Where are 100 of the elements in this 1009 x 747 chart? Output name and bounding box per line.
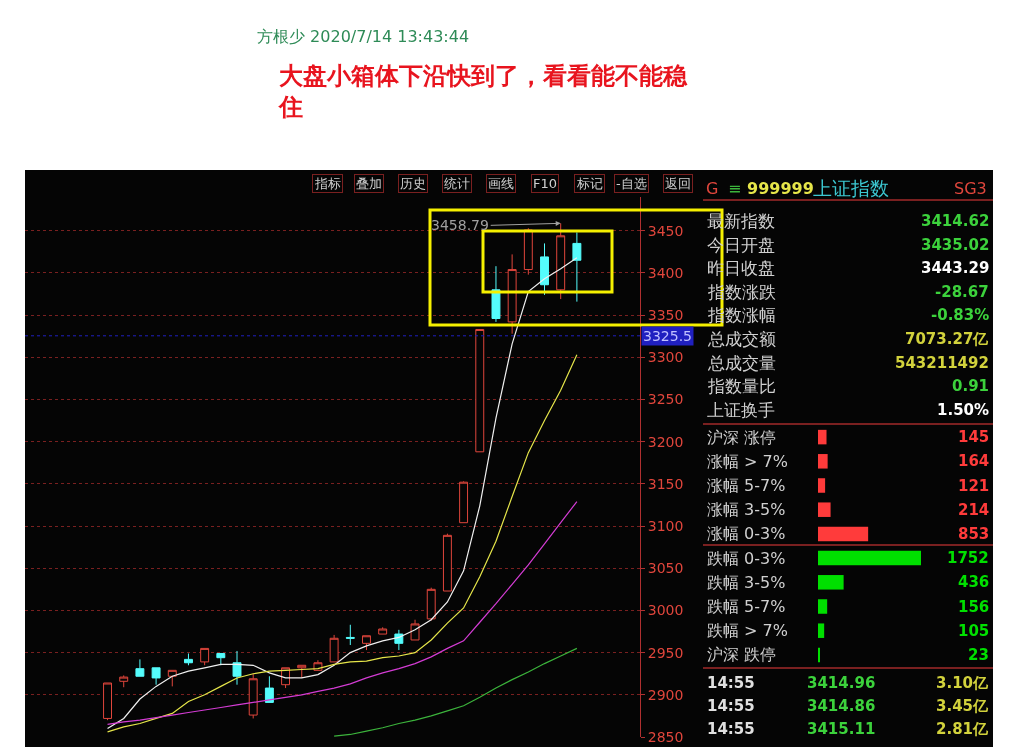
candlestick bbox=[362, 635, 371, 651]
text: 总成交量 bbox=[707, 353, 776, 373]
y-tick-label: 跌幅 0-3% bbox=[707, 549, 786, 568]
text: -自选 bbox=[616, 176, 647, 191]
y-tick-label: 3350 bbox=[647, 307, 684, 324]
bar bbox=[818, 550, 921, 566]
y-tick-label: 跌幅 > 7% bbox=[707, 621, 788, 640]
text: 历史 bbox=[400, 176, 426, 191]
y-tick-label: 3450 bbox=[647, 222, 684, 239]
text: 标记 bbox=[576, 176, 603, 191]
text: 统计 bbox=[444, 176, 470, 191]
text: 0.91 bbox=[952, 377, 990, 395]
candlestick bbox=[184, 652, 193, 666]
line-series bbox=[106, 500, 578, 725]
y-tick-label: 3100 bbox=[647, 517, 684, 534]
text: 999999 bbox=[747, 179, 814, 198]
candlestick bbox=[200, 647, 210, 666]
text: 3.10亿 bbox=[936, 674, 990, 692]
y-tick-label: 跌幅 5-7% bbox=[707, 597, 786, 616]
annotation: 3458.79 bbox=[431, 217, 489, 233]
y-tick-label: 3250 bbox=[647, 391, 684, 408]
data-label: 1752 bbox=[947, 549, 989, 567]
y-tick-label: 3050 bbox=[647, 560, 684, 577]
text: 指数量比 bbox=[707, 376, 776, 396]
y-tick-label: 涨幅 0-3% bbox=[707, 524, 786, 543]
text: 返回 bbox=[665, 176, 691, 191]
data-label: 214 bbox=[958, 501, 990, 519]
text: -0.83% bbox=[931, 306, 990, 324]
chart-subtitle: 方根少 2020/7/14 13:43:44 bbox=[257, 27, 470, 46]
y-tick-label: 3200 bbox=[647, 433, 684, 450]
bar bbox=[818, 623, 825, 638]
text: 14:55 bbox=[707, 674, 755, 692]
text: F10 bbox=[533, 176, 558, 191]
y-tick-label: 沪深 跌停 bbox=[707, 645, 777, 664]
text: ≡ bbox=[728, 179, 742, 198]
data-label: 145 bbox=[958, 428, 990, 446]
line-series bbox=[106, 257, 578, 730]
candlestick bbox=[135, 658, 145, 677]
data-label: 164 bbox=[958, 452, 990, 470]
annotation: 3414.96 bbox=[807, 674, 876, 692]
text: -28.67 bbox=[935, 283, 989, 301]
candlestick bbox=[459, 480, 469, 524]
y-tick-label: 涨幅 5-7% bbox=[707, 476, 786, 495]
candlestick bbox=[410, 619, 420, 641]
bar bbox=[818, 526, 869, 542]
data-label: 23 bbox=[968, 646, 989, 664]
ref-line-label: 3325.5 bbox=[643, 328, 692, 344]
candlestick bbox=[475, 328, 485, 453]
y-tick-label: 3300 bbox=[647, 349, 684, 366]
y-tick-label: 2950 bbox=[647, 644, 684, 661]
chart-title: 大盘小箱体下沿快到了，看看能不能稳住 bbox=[278, 62, 688, 122]
candlestick bbox=[507, 253, 517, 335]
candlestick bbox=[540, 242, 549, 296]
text: 3415.11 bbox=[807, 720, 876, 738]
text: 543211492 bbox=[895, 354, 989, 372]
text: G bbox=[706, 179, 719, 198]
y-tick-label: 3400 bbox=[647, 264, 684, 281]
y-tick-label: 涨幅 > 7% bbox=[707, 452, 788, 471]
candlestick bbox=[329, 634, 339, 663]
text: 3.45亿 bbox=[936, 697, 990, 715]
text: 14:55 bbox=[707, 720, 755, 738]
candlestick bbox=[103, 682, 112, 721]
data-label: 853 bbox=[958, 525, 990, 543]
candlestick bbox=[167, 669, 177, 687]
candlestick bbox=[442, 533, 452, 592]
data-label: 105 bbox=[958, 622, 990, 640]
text: 2.81亿 bbox=[936, 720, 990, 738]
candlestick bbox=[491, 265, 501, 323]
y-tick-label: 涨幅 3-5% bbox=[707, 500, 786, 519]
candlestick bbox=[216, 652, 226, 666]
text: 3414.86 bbox=[807, 697, 876, 715]
candlestick bbox=[119, 674, 129, 688]
text: 3414.62 bbox=[921, 212, 990, 230]
bar bbox=[818, 575, 844, 590]
data-label: 436 bbox=[958, 573, 990, 591]
text: 叠加 bbox=[356, 176, 382, 191]
y-tick-label: 跌幅 3-5% bbox=[707, 573, 786, 592]
text: 画线 bbox=[488, 176, 514, 191]
bar bbox=[818, 429, 827, 445]
y-tick-label: 3150 bbox=[647, 475, 684, 492]
text: 14:55 bbox=[707, 697, 755, 715]
text: 3443.29 bbox=[921, 259, 990, 277]
candlestick bbox=[248, 673, 258, 719]
text: 上证换手 bbox=[707, 400, 775, 420]
data-label: 121 bbox=[958, 477, 990, 495]
text: 上证指数 bbox=[813, 177, 889, 199]
candlestick bbox=[523, 227, 533, 276]
text: 指标 bbox=[314, 176, 341, 191]
text: 7073.27亿 bbox=[905, 330, 990, 348]
y-tick-label: 3000 bbox=[647, 602, 684, 619]
candlestick bbox=[232, 650, 242, 686]
text: SG3 bbox=[954, 179, 987, 198]
candlestick bbox=[426, 587, 436, 622]
candlestick bbox=[572, 231, 582, 303]
y-tick-label: 2900 bbox=[647, 686, 684, 703]
y-tick-label: 沪深 涨停 bbox=[707, 428, 777, 447]
candlestick bbox=[151, 667, 161, 686]
text: 总成交额 bbox=[707, 329, 776, 349]
bar bbox=[818, 454, 828, 469]
bar bbox=[818, 599, 828, 614]
